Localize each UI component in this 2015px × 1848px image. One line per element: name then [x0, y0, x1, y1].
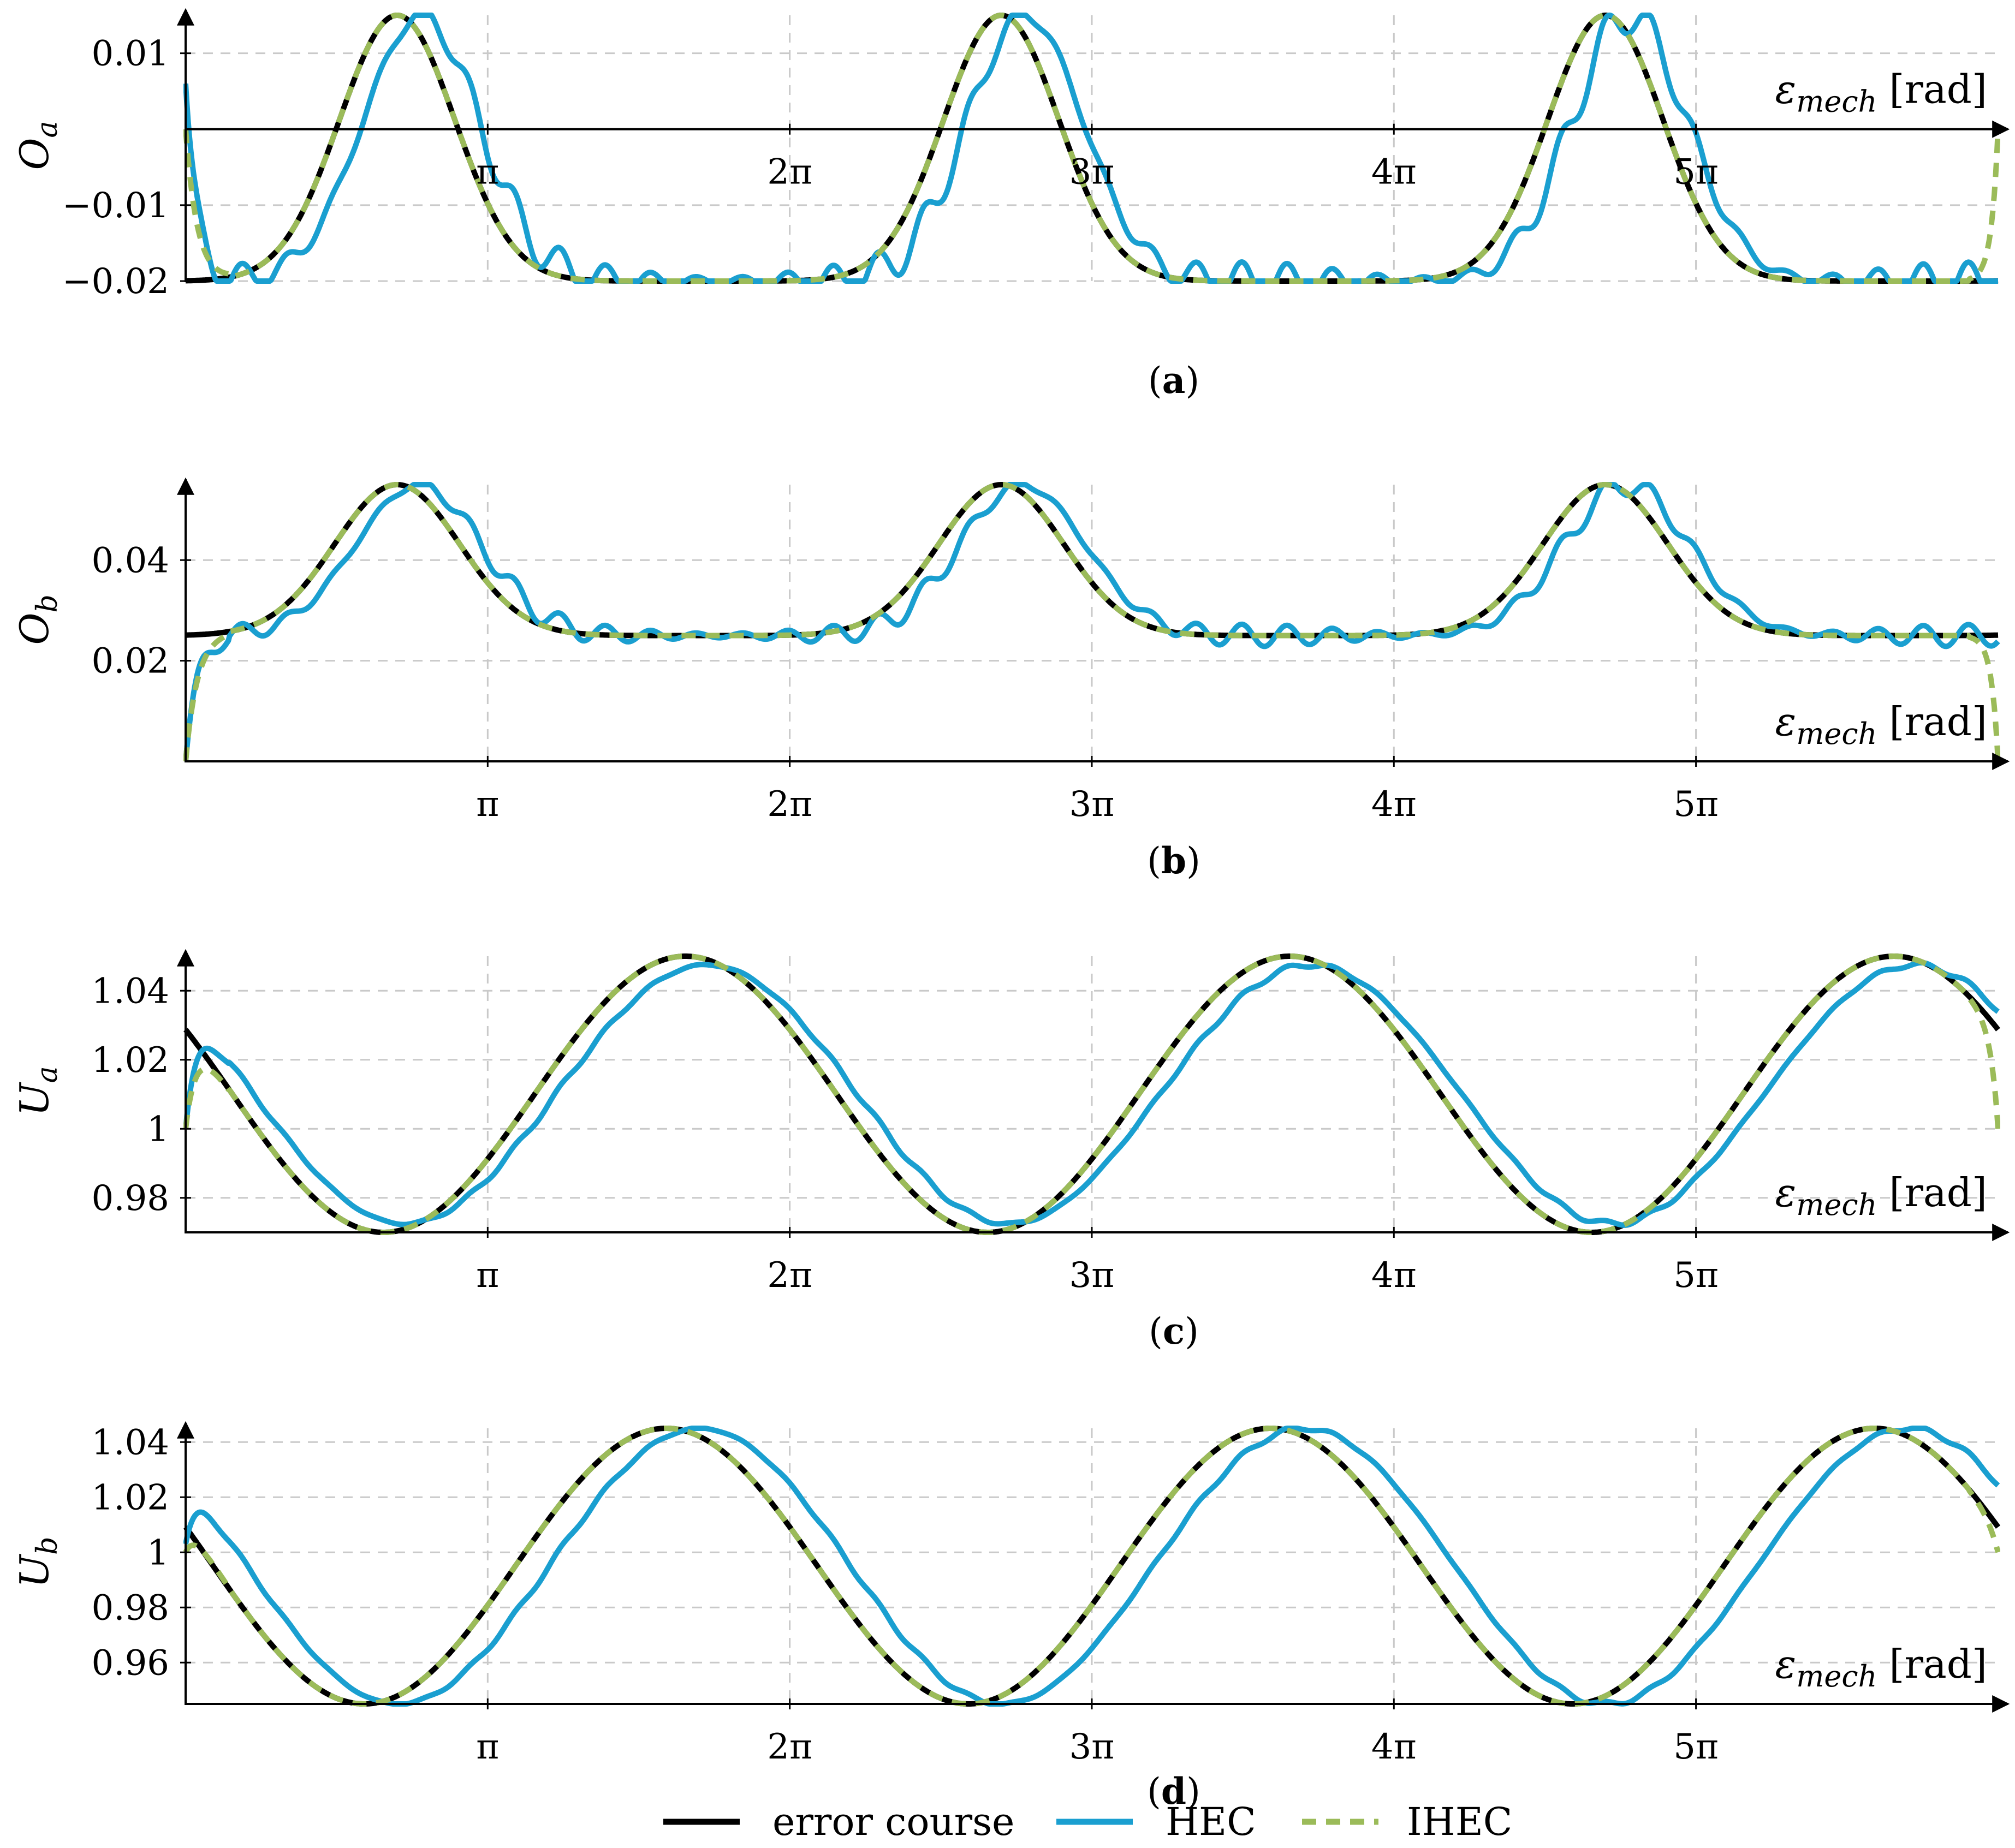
x-tick-label-d-1: 2π: [767, 1727, 812, 1767]
legend-entry-ihec: IHEC: [1302, 1799, 1512, 1844]
y-tick-label-c-2: 1: [147, 1109, 169, 1149]
y-tick-label-b-1: 0.02: [92, 641, 170, 682]
x-axis-label-c: εmech [rad]: [1775, 1170, 1987, 1222]
series-ihec-c: [183, 953, 2000, 1235]
series-hec-d: [183, 1426, 2000, 1707]
x-tick-label-c-2: 3π: [1069, 1255, 1115, 1296]
x-tick-label-d-2: 3π: [1069, 1727, 1115, 1767]
y-tick-label-a-2: −0.02: [62, 261, 169, 302]
x-tick-label-b-0: π: [476, 784, 499, 825]
legend-entry-error-course: error course: [663, 1799, 1014, 1844]
x-tick-label-d-3: 4π: [1371, 1727, 1417, 1767]
x-tick-label-c-1: 2π: [767, 1255, 812, 1296]
x-tick-label-c-3: 4π: [1371, 1255, 1417, 1296]
caption-a: (a): [1148, 359, 1199, 402]
series-group-c: [183, 953, 2000, 1235]
y-tick-label-d-4: 0.96: [92, 1643, 170, 1683]
series-hec-c: [183, 959, 2000, 1228]
y-tick-label-a-1: −0.01: [62, 186, 169, 226]
series-ihec-a: [183, 13, 2000, 284]
y-tick-label-d-1: 1.02: [92, 1477, 170, 1518]
y-tick-label-c-1: 1.02: [92, 1040, 170, 1081]
grid-d: [186, 1428, 1998, 1704]
panel-c: π 2π 3π 4π 5π 1.04 1.02 1 0.98 Ua εmech [rad] (c): [11, 949, 2010, 1352]
y-tick-label-d-3: 0.98: [92, 1588, 170, 1628]
y-tick-label-b-0: 0.04: [92, 540, 170, 581]
legend: error course HEC IHEC: [663, 1799, 1512, 1844]
x-tick-label-a-1: 2π: [767, 152, 812, 193]
caption-b: (b): [1147, 839, 1200, 882]
caption-c: (c): [1149, 1310, 1199, 1352]
y-axis-label-d: Ub: [11, 1537, 64, 1588]
caption-d: (d): [1147, 1770, 1200, 1813]
x-tick-label-a-4: 5π: [1673, 152, 1719, 193]
x-tick-label-d-0: π: [476, 1727, 499, 1767]
x-tick-label-b-3: 4π: [1371, 784, 1417, 825]
series-group-b: [183, 482, 2000, 762]
y-tick-label-d-0: 1.04: [92, 1422, 170, 1463]
x-tick-label-b-2: 3π: [1069, 784, 1115, 825]
y-tick-label-a-0: 0.01: [92, 34, 170, 74]
panel-b: π 2π 3π 4π 5π 0.04 0.02 Ob εmech [rad] (b): [11, 477, 2010, 882]
y-tick-label-d-2: 1: [147, 1533, 169, 1573]
series-ihec-b: [183, 482, 2000, 762]
y-tick-label-c-3: 0.98: [92, 1178, 170, 1219]
x-tick-label-a-0: π: [476, 152, 499, 193]
legend-label-ihec: IHEC: [1407, 1799, 1512, 1844]
series-hec-b: [183, 482, 2000, 762]
x-axis-label-d: εmech [rad]: [1775, 1641, 1987, 1694]
panel-d: π 2π 3π 4π 5π 1.04 1.02 1 0.98 0.96 Ub εmech [rad] (d…: [11, 1421, 2010, 1813]
y-axis-label-b: Ob: [11, 594, 64, 645]
x-axis-label-a: εmech [rad]: [1775, 67, 1987, 119]
panel-a: π 2π 3π 4π 5π 0.01 −0.01 −0.02 Oa εmech [rad] (a): [11, 8, 2010, 402]
legend-label-hec: HEC: [1166, 1799, 1256, 1844]
y-axis-label-c: Ua: [11, 1066, 64, 1116]
grid-b: [186, 485, 1998, 761]
x-axis-label-b: εmech [rad]: [1775, 699, 1987, 751]
x-tick-label-b-4: 5π: [1673, 784, 1719, 825]
legend-entry-hec: HEC: [1056, 1799, 1256, 1844]
grid-c: [186, 956, 1998, 1232]
x-tick-label-a-3: 4π: [1371, 152, 1417, 193]
series-ihec-d: [183, 1426, 2000, 1707]
x-tick-label-d-4: 5π: [1673, 1727, 1719, 1767]
y-axis-label-a: Oa: [11, 121, 64, 170]
y-tick-label-c-0: 1.04: [92, 971, 170, 1011]
x-tick-label-c-4: 5π: [1673, 1255, 1719, 1296]
x-tick-label-a-2: 3π: [1069, 152, 1115, 193]
panels: π 2π 3π 4π 5π 0.01 −0.01 −0.02 Oa εmech [rad] (a) π 2…: [11, 8, 2010, 1813]
series-group-d: [183, 1426, 2000, 1707]
x-tick-label-c-0: π: [476, 1255, 499, 1296]
x-tick-label-b-1: 2π: [767, 784, 812, 825]
legend-label-error-course: error course: [772, 1799, 1014, 1844]
